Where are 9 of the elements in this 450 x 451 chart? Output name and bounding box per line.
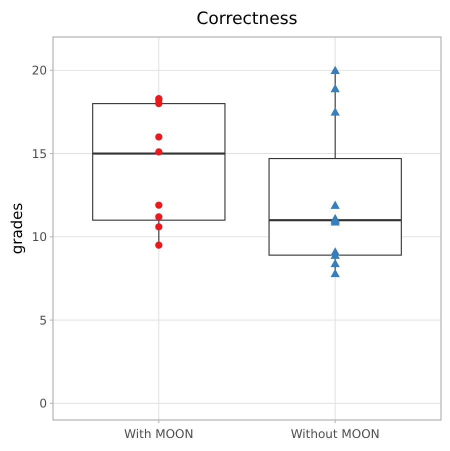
x-tick-label: With MOON <box>124 427 194 441</box>
y-tick-label: 10 <box>32 230 47 244</box>
y-tick-label: 0 <box>39 396 47 411</box>
y-tick-label: 20 <box>32 64 47 78</box>
chart-title: Correctness <box>196 9 298 29</box>
y-tick-label: 5 <box>39 313 47 328</box>
y-tick-label: 15 <box>32 146 47 161</box>
y-axis-title: grades <box>8 202 26 254</box>
x-tick-label: Without MOON <box>290 427 380 441</box>
